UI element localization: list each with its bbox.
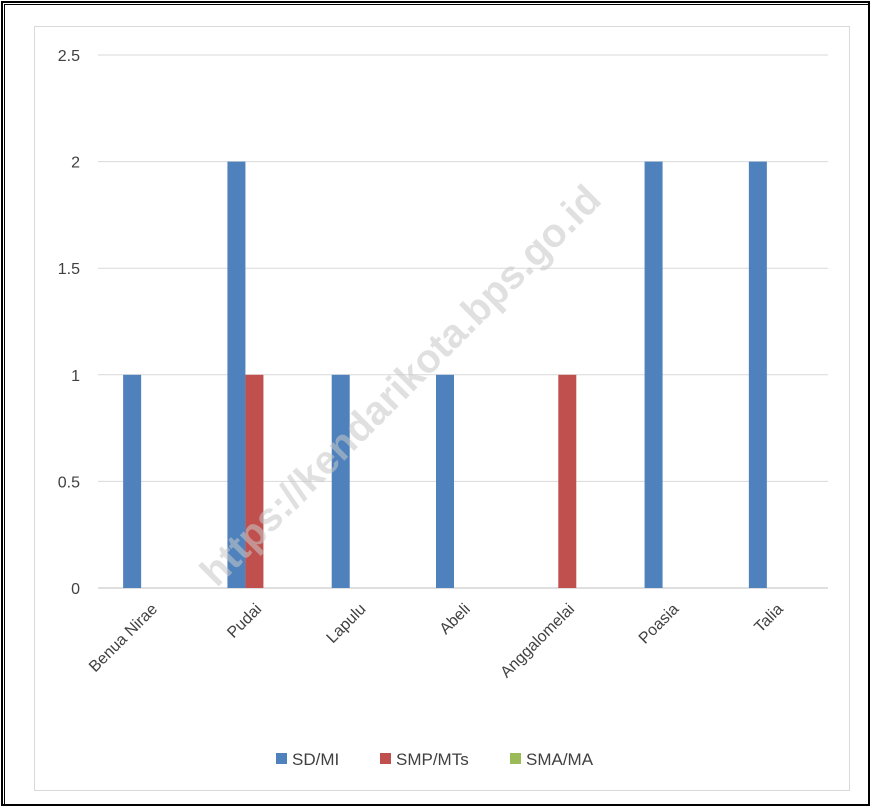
x-tick-label: Talia (751, 601, 786, 636)
x-tick-label: Benua Nirae (86, 601, 161, 676)
y-axis-ticks: 0 0.5 1 1.5 2 2.5 (58, 48, 80, 598)
bar-smp-mts (558, 374, 577, 588)
x-tick-label: Lapulu (324, 601, 370, 647)
legend-label: SMP/MTs (396, 750, 469, 769)
legend-label: SD/MI (292, 750, 339, 769)
x-tick-label: Poasia (636, 601, 683, 648)
legend: SD/MI SMP/MTs SMA/MA (276, 750, 594, 769)
legend-swatch (510, 753, 521, 764)
legend-swatch (380, 753, 391, 764)
bars (123, 161, 767, 588)
bar-sd-mi (436, 374, 454, 588)
gridlines (98, 54, 828, 589)
bar-sd-mi (123, 374, 142, 588)
bar-sd-mi (331, 374, 350, 588)
x-tick-label: Pudai (224, 601, 265, 642)
x-tick-label: Anggalomelai (498, 601, 579, 682)
bar-smp-mts (245, 374, 264, 588)
y-tick-label: 0 (71, 581, 80, 598)
x-tick-label: Abeli (437, 601, 474, 638)
y-tick-label: 2.5 (58, 48, 80, 65)
legend-swatch (276, 753, 287, 764)
y-tick-label: 0.5 (58, 474, 80, 491)
y-tick-label: 1.5 (58, 261, 80, 278)
x-axis-ticks: Benua Nirae Pudai Lapulu Abeli Anggalomelai P… (86, 601, 787, 682)
inner-border (4, 4, 869, 805)
bar-sd-mi (644, 161, 663, 588)
y-tick-label: 1 (71, 368, 80, 385)
legend-label: SMA/MA (526, 750, 594, 769)
y-tick-label: 2 (71, 155, 80, 172)
bar-sd-mi (227, 161, 246, 588)
bar-sd-mi (748, 161, 767, 588)
